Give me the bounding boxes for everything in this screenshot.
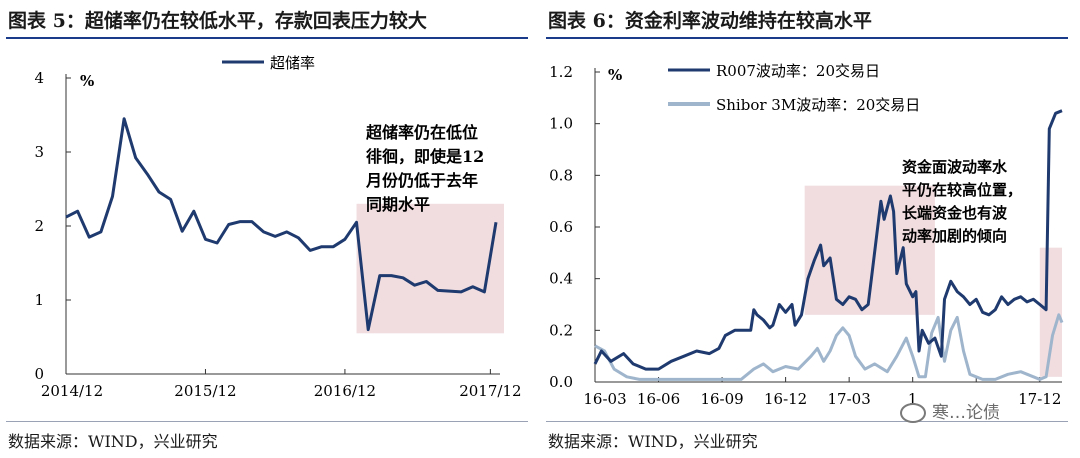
right-y-tick-label: 0.2 [549, 321, 573, 339]
right-legend-label-r007: R007波动率：20交易日 [716, 62, 880, 80]
right-title-rule [546, 37, 1068, 39]
left-annotation-line: 徘徊，即使是12 [366, 147, 484, 166]
left-source-rule [6, 421, 528, 422]
right-chart-title: 图表 6：资金利率波动维持在较高水平 [548, 10, 872, 32]
right-panel: 图表 6：资金利率波动维持在较高水平 0.0 0.2 0.4 0.6 0.8 1.0 1.2… [540, 0, 1080, 458]
right-series-line-shibor [594, 313, 1064, 381]
right-annotation-line: 平仍在较高位置， [902, 181, 1022, 199]
left-y-tick-label: 0 [34, 365, 44, 383]
right-source: 数据来源：WIND，兴业研究 [548, 432, 758, 451]
watermark: 寒…论债 [900, 398, 1000, 423]
left-annotation-line: 同期水平 [366, 195, 430, 214]
right-x-tick-label: 16-12 [764, 390, 807, 408]
right-y-tick-label: 0.0 [549, 373, 573, 391]
right-y-unit: % [608, 66, 622, 84]
right-y-tick-label: 0.4 [549, 270, 573, 288]
left-x-tick-label: 2017/12 [459, 382, 521, 400]
left-y-tick-label: 3 [34, 143, 44, 161]
left-title-rule [6, 37, 528, 39]
right-chart: 0.0 0.2 0.4 0.6 0.8 1.0 1.2 % 16-03 16-06 16-09 16-… [549, 62, 1064, 408]
left-y-tick-label: 1 [34, 291, 44, 309]
watermark-text: 寒…论债 [932, 403, 1000, 423]
right-x-tick-label: 16-09 [700, 390, 743, 408]
right-series-line-r007 [593, 109, 1063, 371]
right-x-tick-label: 16-03 [583, 390, 626, 408]
right-y-tick-label: 0.8 [549, 166, 573, 184]
left-y-unit: % [80, 72, 94, 90]
left-x-tick-label: 2015/12 [174, 382, 236, 400]
right-y-tick-label: 1.2 [549, 63, 573, 81]
left-source: 数据来源：WIND，兴业研究 [8, 432, 218, 451]
right-x-tick-label: 16-06 [637, 390, 680, 408]
right-x-tick-label: 17-03 [828, 390, 871, 408]
left-y-tick-label: 2 [34, 217, 44, 235]
right-annotation-line: 动率加剧的倾向 [902, 227, 1007, 245]
wechat-icon [900, 403, 926, 423]
left-annotation-line: 超储率仍在低位 [365, 123, 478, 142]
right-x-tick-label: 1 [908, 390, 918, 408]
right-legend-label-shibor: Shibor 3M波动率：20交易日 [716, 96, 920, 114]
right-source-rule [546, 421, 1068, 422]
right-y-tick-label: 1.0 [549, 115, 573, 133]
left-y-tick-label: 4 [34, 69, 44, 87]
left-legend-label: 超储率 [270, 54, 315, 72]
left-x-tick-label: 2016/12 [314, 382, 376, 400]
right-shaded-region [1039, 247, 1062, 377]
right-y-tick-label: 0.6 [549, 218, 573, 236]
left-series-line [65, 117, 498, 332]
right-x-tick-label: 17-12 [1018, 390, 1061, 408]
left-chart-title: 图表 5：超储率仍在较低水平，存款回表压力较大 [8, 10, 427, 32]
left-x-tick-label: 2014/12 [41, 382, 103, 400]
left-shaded-region [356, 203, 504, 334]
left-chart: 0 1 2 3 4 % 2014/12 2015/12 2016/12 2017/12 超储率超储率… [34, 54, 521, 400]
left-panel: 图表 5：超储率仍在较低水平，存款回表压力较大 0 1 2 3 4% 2014/12 201… [6, 10, 528, 451]
right-annotation-line: 长端资金也有波 [902, 204, 1008, 222]
right-annotation-line: 资金面波动率水 [902, 158, 1008, 176]
left-annotation-line: 月份仍低于去年 [365, 171, 478, 190]
